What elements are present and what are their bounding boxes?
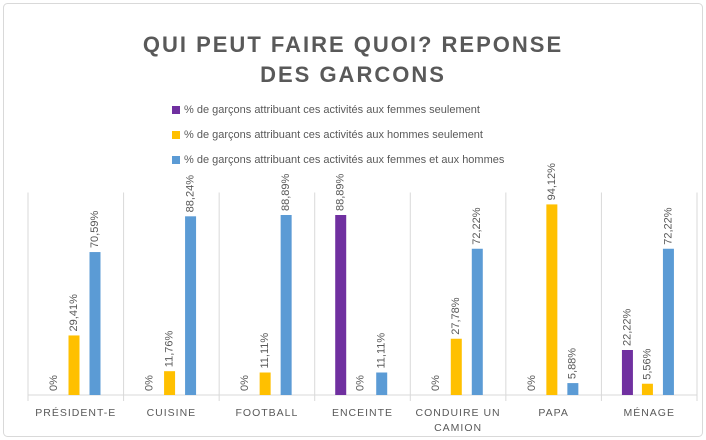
x-tick-label: ENCEINTE bbox=[331, 407, 394, 419]
legend-label: % de garçons attribuant ces activités au… bbox=[184, 154, 505, 166]
value-label: 94,12% bbox=[546, 163, 558, 201]
value-label: 5,88% bbox=[567, 348, 579, 379]
value-label: 11,76% bbox=[163, 330, 175, 367]
bar bbox=[68, 335, 80, 395]
value-label: 72,22% bbox=[471, 207, 483, 245]
value-label: 72,22% bbox=[662, 207, 674, 245]
value-label: 70,59% bbox=[89, 211, 101, 249]
bar bbox=[546, 204, 558, 395]
value-label: 11,11% bbox=[376, 333, 388, 369]
bar bbox=[259, 372, 271, 395]
x-tick-label: PAPA bbox=[538, 407, 569, 419]
bar bbox=[450, 338, 462, 395]
legend-swatch bbox=[172, 131, 180, 139]
bar bbox=[89, 252, 101, 395]
value-label: 29,41% bbox=[68, 294, 80, 332]
bar bbox=[641, 383, 653, 395]
value-label: 0% bbox=[48, 375, 60, 391]
value-label: 0% bbox=[526, 375, 538, 391]
value-label: 88,89% bbox=[335, 173, 347, 211]
value-label: 0% bbox=[143, 375, 155, 391]
value-label: 88,89% bbox=[280, 173, 292, 211]
x-tick-label: FOOTBALL bbox=[235, 407, 299, 419]
x-tick-label: CONDUIRE UN CAMION bbox=[415, 407, 501, 434]
chart-border bbox=[3, 3, 703, 437]
value-label: 27,78% bbox=[450, 297, 462, 335]
bar bbox=[280, 214, 292, 395]
bar bbox=[185, 216, 197, 395]
legend-swatch bbox=[172, 106, 180, 114]
value-label: 5,56% bbox=[641, 348, 653, 379]
value-label: 88,24% bbox=[184, 175, 196, 213]
value-label: 0% bbox=[355, 375, 367, 391]
chart-title: QUI PEUT FAIRE QUOI? REPONSE DES GARCONS bbox=[142, 32, 564, 87]
bar bbox=[335, 214, 347, 395]
x-tick-label: MÉNAGE bbox=[623, 407, 675, 419]
x-tick-label: PRÉSIDENT-E bbox=[35, 407, 117, 419]
legend-label: % de garçons attribuant ces activités au… bbox=[184, 104, 480, 116]
legend-label: % de garçons attribuant ces activités au… bbox=[184, 129, 483, 141]
value-label: 22,22% bbox=[621, 308, 633, 346]
bar bbox=[376, 372, 388, 395]
bar bbox=[662, 248, 674, 395]
bar bbox=[164, 371, 176, 395]
value-label: 11,11% bbox=[259, 333, 271, 369]
bar bbox=[471, 248, 483, 395]
bar bbox=[621, 350, 633, 395]
value-label: 0% bbox=[430, 375, 442, 391]
legend-swatch bbox=[172, 156, 180, 164]
x-tick-label: CUISINE bbox=[146, 407, 197, 419]
value-label: 0% bbox=[239, 375, 251, 391]
bar bbox=[567, 383, 579, 395]
